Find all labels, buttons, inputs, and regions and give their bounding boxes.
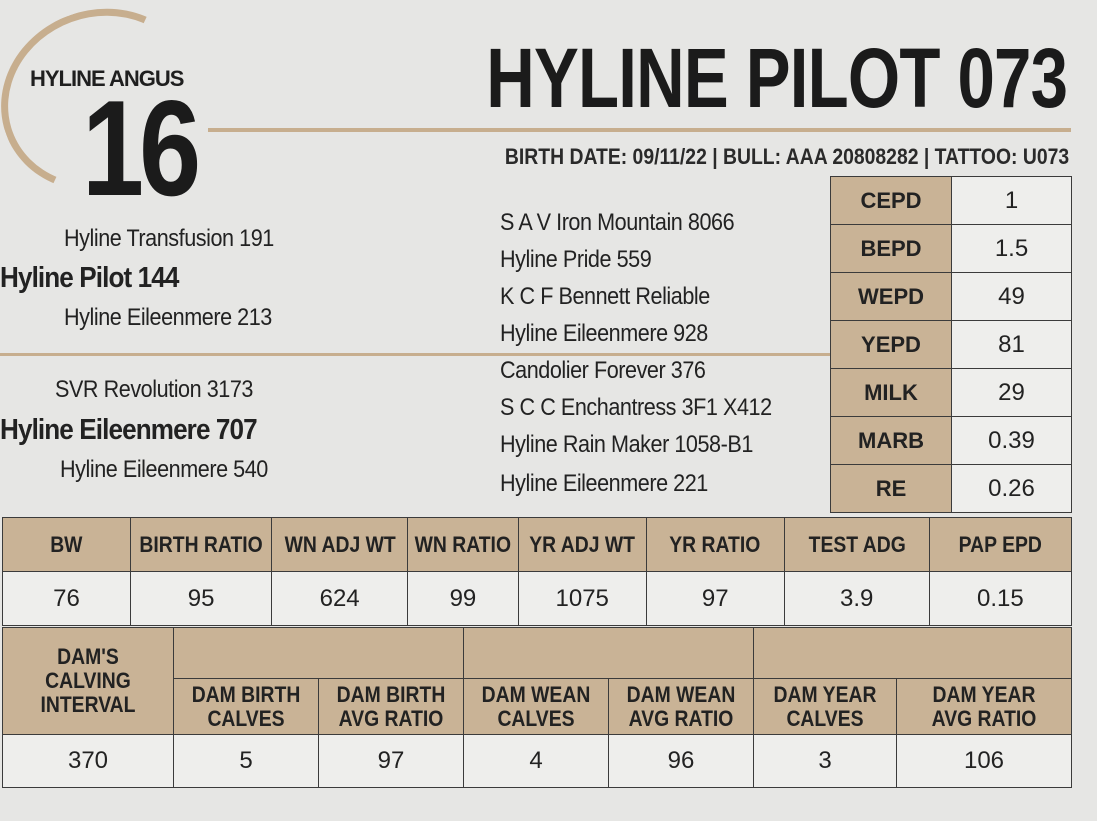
pedigree-sire: Hyline Pilot 144 — [0, 262, 179, 294]
pedigree-gen3-item: Candolier Forever 376 — [500, 357, 706, 384]
epd-table: CEPD 1 BEPD 1.5 WEPD 49 YEPD 81 MILK 29 MARB 0… — [830, 176, 1072, 513]
pedigree-dam-dam: Hyline Eileenmere 540 — [60, 456, 268, 483]
title-divider — [208, 128, 1071, 132]
epd-label: MARB — [830, 416, 952, 465]
pedigree-dam: Hyline Eileenmere 707 — [0, 414, 258, 446]
dam-header-row: DAM BIRTH CALVES DAM BIRTH AVG RATIO DAM… — [3, 678, 1072, 735]
dam-header: DAM BIRTH CALVES — [173, 678, 319, 735]
performance-value: 99 — [407, 571, 519, 626]
pedigree-gen3-item: Hyline Eileenmere 221 — [500, 470, 708, 497]
pedigree-gen3-item: Hyline Pride 559 — [500, 246, 652, 273]
epd-row: MARB 0.39 — [830, 416, 1072, 465]
dam-header: DAM WEAN CALVES — [463, 678, 609, 735]
dam-group-row: DAM'S CALVING INTERVAL — [2, 627, 1072, 735]
performance-header: YR ADJ WT — [517, 517, 647, 572]
dam-value: 4 — [463, 734, 609, 788]
performance-value: 76 — [2, 571, 131, 626]
epd-value: 0.39 — [951, 416, 1072, 465]
epd-value: 0.26 — [951, 464, 1072, 513]
epd-label: RE — [830, 464, 952, 513]
dam-wean-group — [463, 627, 754, 679]
dam-value: 96 — [608, 734, 754, 788]
pedigree-gen3-item: Hyline Rain Maker 1058-B1 — [500, 431, 753, 458]
pedigree-dam-sire: SVR Revolution 3173 — [55, 376, 253, 403]
pedigree-divider — [0, 353, 830, 356]
pedigree-sire-dam: Hyline Eileenmere 213 — [64, 304, 272, 331]
performance-value: 95 — [129, 571, 273, 626]
epd-label: CEPD — [830, 176, 952, 225]
performance-value: 3.9 — [783, 571, 930, 626]
epd-label: BEPD — [830, 224, 952, 273]
animal-title: HYLINE PILOT 073 — [486, 31, 1068, 125]
epd-value: 49 — [951, 272, 1072, 321]
epd-row: YEPD 81 — [830, 320, 1072, 369]
epd-value: 1 — [951, 176, 1072, 225]
calving-interval-header: DAM'S CALVING INTERVAL — [2, 627, 174, 735]
dam-value: 3 — [753, 734, 897, 788]
performance-header: BIRTH RATIO — [129, 517, 273, 572]
epd-label: MILK — [830, 368, 952, 417]
dam-value-row: 370 5 97 4 96 3 106 — [2, 734, 1072, 788]
epd-label: WEPD — [830, 272, 952, 321]
epd-label: YEPD — [830, 320, 952, 369]
performance-value-row: 76 95 624 99 1075 97 3.9 0.15 — [2, 571, 1073, 626]
info-line: BIRTH DATE: 09/11/22 | BULL: AAA 2080828… — [504, 144, 1069, 169]
performance-table: BW BIRTH RATIO WN ADJ WT WN RATIO YR ADJ… — [2, 517, 1073, 626]
epd-row: MILK 29 — [830, 368, 1072, 417]
performance-header: PAP EPD — [928, 517, 1073, 572]
dam-header: DAM WEAN AVG RATIO — [608, 678, 754, 735]
calving-interval-value: 370 — [2, 734, 174, 788]
epd-row: WEPD 49 — [830, 272, 1072, 321]
performance-value: 97 — [645, 571, 785, 626]
pedigree-gen3-item: S C C Enchantress 3F1 X412 — [500, 394, 772, 421]
epd-value: 29 — [951, 368, 1072, 417]
pedigree-gen3-item: S A V Iron Mountain 8066 — [500, 209, 735, 236]
dam-value: 106 — [896, 734, 1072, 788]
performance-header: YR RATIO — [645, 517, 785, 572]
dam-value: 97 — [318, 734, 464, 788]
performance-header: BW — [2, 517, 131, 572]
pedigree-sire-sire: Hyline Transfusion 191 — [64, 225, 274, 252]
dam-header: DAM YEAR AVG RATIO — [896, 678, 1072, 735]
performance-header-row: BW BIRTH RATIO WN ADJ WT WN RATIO YR ADJ… — [2, 517, 1073, 572]
performance-header: WN RATIO — [407, 517, 519, 572]
performance-header: WN ADJ WT — [271, 517, 409, 572]
pedigree-gen3-item: K C F Bennett Reliable — [500, 283, 710, 310]
dam-record-table: DAM'S CALVING INTERVAL DAM BIRTH CALVES … — [2, 627, 1072, 788]
epd-value: 1.5 — [951, 224, 1072, 273]
epd-row: CEPD 1 — [830, 176, 1072, 225]
pedigree-gen3-item: Hyline Eileenmere 928 — [500, 320, 708, 347]
epd-row: RE 0.26 — [830, 464, 1072, 513]
dam-birth-group — [173, 627, 464, 679]
dam-year-group — [753, 627, 1072, 679]
dam-header: DAM YEAR CALVES — [753, 678, 897, 735]
lot-number: 16 — [82, 72, 201, 224]
dam-value: 5 — [173, 734, 319, 788]
dam-header: DAM BIRTH AVG RATIO — [318, 678, 464, 735]
performance-value: 624 — [271, 571, 409, 626]
performance-header: TEST ADG — [783, 517, 930, 572]
epd-value: 81 — [951, 320, 1072, 369]
performance-value: 1075 — [517, 571, 647, 626]
epd-row: BEPD 1.5 — [830, 224, 1072, 273]
brand-name: HYLINE ANGUS — [30, 66, 184, 91]
performance-value: 0.15 — [928, 571, 1073, 626]
